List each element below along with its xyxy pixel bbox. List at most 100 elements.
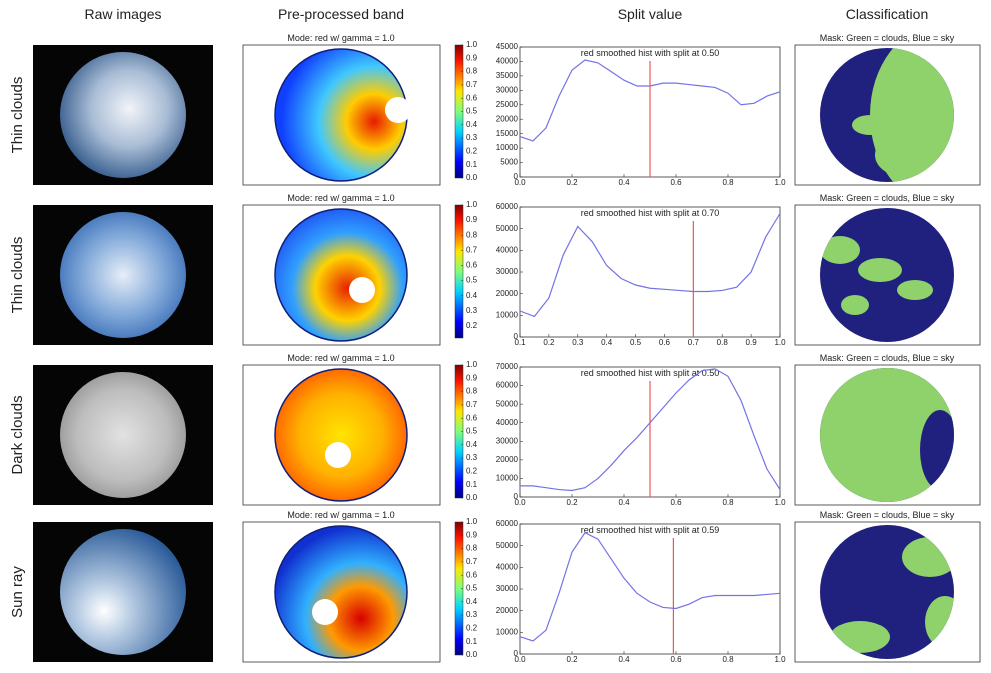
cloud-region <box>858 258 902 282</box>
plot-area <box>519 523 781 655</box>
colorbar-tick-label: 1.0 <box>466 40 478 49</box>
y-tick-label: 50000 <box>496 541 519 550</box>
y-tick-label: 60000 <box>496 202 519 211</box>
colorbar-tick-label: 0.1 <box>466 637 478 646</box>
colorbar-tick-label: 0.3 <box>466 306 478 315</box>
x-tick-label: 0.0 <box>514 178 526 187</box>
column-header: Raw images <box>84 6 161 22</box>
y-tick-label: 20000 <box>496 114 519 123</box>
colorbar-tick-label: 0.2 <box>466 321 478 330</box>
raw-image-sky <box>60 212 186 338</box>
y-tick-label: 0 <box>514 492 519 501</box>
y-tick-label: 0 <box>514 172 519 181</box>
colorbar-tick-label: 0.9 <box>466 53 478 62</box>
y-tick-label: 50000 <box>496 224 519 233</box>
x-tick-label: 0.6 <box>659 338 671 347</box>
row-label: Sun ray <box>9 566 26 618</box>
colorbar-tick-label: 0.9 <box>466 530 478 539</box>
y-tick-label: 60000 <box>496 519 519 528</box>
band-heatmap <box>274 368 408 502</box>
x-tick-label: 0.6 <box>670 655 682 664</box>
band-title: Mode: red w/ gamma = 1.0 <box>287 33 394 43</box>
colorbar-tick-label: 0.3 <box>466 453 478 462</box>
colorbar-tick-label: 0.1 <box>466 160 478 169</box>
raw-image-sky <box>60 372 186 498</box>
colorbar-tick-label: 1.0 <box>466 200 478 209</box>
colorbar-tick-label: 0.8 <box>466 67 478 76</box>
y-tick-label: 10000 <box>496 627 519 636</box>
cloud-region <box>820 236 860 264</box>
saturated-sun-mask <box>349 277 375 303</box>
x-tick-label: 1.0 <box>774 498 786 507</box>
colorbar-tick-label: 0.3 <box>466 133 478 142</box>
histogram-line <box>519 213 781 318</box>
x-tick-label: 0.5 <box>630 338 642 347</box>
x-tick-label: 0.8 <box>722 655 734 664</box>
saturated-sun-mask <box>312 599 338 625</box>
y-tick-label: 30000 <box>496 267 519 276</box>
colorbar-tick-label: 1.0 <box>466 360 478 369</box>
colorbar-tick-label: 0.8 <box>466 544 478 553</box>
colorbar-tick-label: 0.8 <box>466 230 478 239</box>
cloud-region <box>875 133 935 177</box>
x-tick-label: 1.0 <box>774 655 786 664</box>
column-header: Split value <box>618 6 683 22</box>
y-tick-label: 0 <box>514 332 519 341</box>
colorbar-tick-label: 0.4 <box>466 440 478 449</box>
colorbar-tick-label: 0.0 <box>466 173 478 182</box>
colorbar-tick-label: 0.1 <box>466 480 478 489</box>
colorbar-tick-label: 0.9 <box>466 215 478 224</box>
colorbar-tick-label: 0.7 <box>466 557 478 566</box>
colorbar-tick-label: 0.2 <box>466 624 478 633</box>
y-tick-label: 45000 <box>496 42 519 51</box>
y-tick-label: 60000 <box>496 381 519 390</box>
band-heatmap <box>274 525 408 659</box>
raw-image-sky <box>60 52 186 178</box>
x-tick-label: 1.0 <box>774 338 786 347</box>
y-tick-label: 40000 <box>496 245 519 254</box>
colorbar-tick-label: 0.5 <box>466 107 478 116</box>
colorbar-tick-label: 0.6 <box>466 413 478 422</box>
x-tick-label: 0.2 <box>543 338 555 347</box>
y-tick-label: 40000 <box>496 418 519 427</box>
column-header: Classification <box>846 6 928 22</box>
y-tick-label: 25000 <box>496 100 519 109</box>
raw-image-sky <box>60 529 186 655</box>
histogram-line <box>519 531 781 642</box>
y-tick-label: 50000 <box>496 399 519 408</box>
cloud-region <box>897 280 933 300</box>
column-header: Pre-processed band <box>278 6 404 22</box>
colorbar-tick-label: 0.2 <box>466 467 478 476</box>
colorbar <box>454 204 464 339</box>
y-tick-label: 20000 <box>496 455 519 464</box>
x-tick-label: 1.0 <box>774 178 786 187</box>
colorbar-tick-label: 0.6 <box>466 570 478 579</box>
band-heatmap <box>274 208 408 342</box>
x-tick-label: 0.8 <box>722 178 734 187</box>
mask-title: Mask: Green = clouds, Blue = sky <box>820 193 955 203</box>
cloud-region <box>841 295 869 315</box>
x-tick-label: 0.8 <box>717 338 729 347</box>
x-tick-label: 0.8 <box>722 498 734 507</box>
row-label: Dark clouds <box>9 395 26 474</box>
x-tick-label: 0.6 <box>670 178 682 187</box>
x-tick-label: 0.3 <box>572 338 584 347</box>
colorbar-tick-label: 0.6 <box>466 93 478 102</box>
plot-area <box>519 206 781 338</box>
colorbar-tick-label: 0.4 <box>466 597 478 606</box>
cloud-region <box>852 115 888 135</box>
y-tick-label: 40000 <box>496 57 519 66</box>
x-tick-label: 0.2 <box>566 498 578 507</box>
colorbar-tick-label: 0.5 <box>466 427 478 436</box>
saturated-sun-mask <box>325 442 351 468</box>
row-label: Thin clouds <box>9 237 26 314</box>
colorbar-tick-label: 0.5 <box>466 276 478 285</box>
colorbar-tick-label: 0.9 <box>466 373 478 382</box>
x-tick-label: 0.9 <box>746 338 758 347</box>
colorbar-tick-label: 0.7 <box>466 400 478 409</box>
colorbar-tick-label: 0.4 <box>466 291 478 300</box>
colorbar-tick-label: 0.0 <box>466 493 478 502</box>
y-tick-label: 10000 <box>496 143 519 152</box>
x-tick-label: 0.1 <box>514 338 526 347</box>
